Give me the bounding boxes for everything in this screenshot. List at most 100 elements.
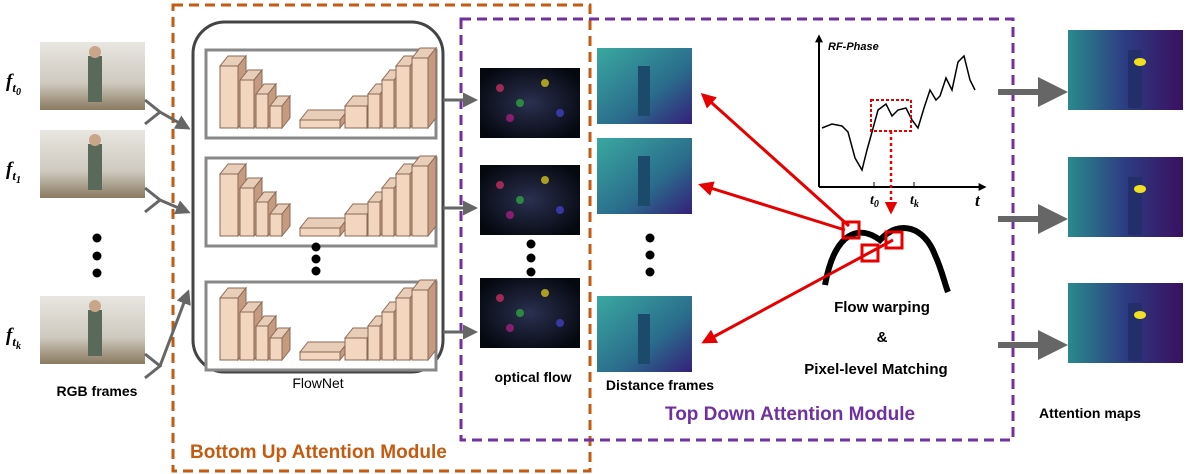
- path: [821, 54, 976, 172]
- ellipsis-dot: [645, 250, 655, 260]
- matching: Flow warping & Pixel-level Matching: [698, 92, 951, 378]
- flow-blob: [541, 176, 549, 184]
- rect: [860, 243, 880, 263]
- t: t: [910, 193, 915, 208]
- flow-image: [480, 165, 580, 235]
- label: FlowNet: [292, 375, 343, 391]
- layer: [239, 187, 255, 237]
- layer: [269, 213, 283, 237]
- flow-blob: [556, 319, 564, 327]
- ellipsis-dot: [526, 239, 536, 249]
- flownet: FlowNet: [191, 20, 478, 391]
- person: [638, 156, 650, 206]
- module-label: Top Down Attention Module: [665, 404, 915, 425]
- attention-image: [1068, 157, 1183, 237]
- layer: [381, 79, 395, 129]
- sub: 0: [874, 199, 879, 210]
- person: [89, 46, 101, 58]
- rect: [459, 17, 1015, 442]
- axis-label: t: [975, 191, 981, 210]
- ellipsis-dot: [645, 233, 655, 243]
- layer: [395, 173, 411, 237]
- attention-spot: [1134, 311, 1146, 319]
- layer: [269, 105, 283, 129]
- plot-title: RF-Phase: [828, 41, 879, 53]
- distance-frames: Distance frames: [597, 48, 714, 393]
- flow-blob: [506, 324, 514, 332]
- flow-blob: [516, 196, 524, 204]
- label: optical flow: [495, 369, 572, 385]
- matching-text: Pixel-level Matching: [804, 361, 947, 378]
- person: [638, 66, 650, 116]
- label: Distance frames: [606, 377, 714, 393]
- flow-blob: [516, 99, 524, 107]
- tick-label: t0: [870, 193, 879, 210]
- f: f: [6, 71, 14, 92]
- flow-blob: [506, 211, 514, 219]
- rf-phase-plot: RF-Phase t0 tk t: [815, 34, 987, 215]
- ellipsis-dot: [311, 266, 321, 276]
- layer: [269, 337, 283, 361]
- person: [638, 314, 650, 364]
- layer: [239, 79, 255, 129]
- layer: [299, 119, 341, 129]
- layer: [381, 187, 395, 237]
- layer: [367, 201, 381, 237]
- ellipsis-dot: [311, 254, 321, 264]
- sub: k: [914, 199, 919, 210]
- sub: t: [12, 334, 16, 349]
- layer: [219, 173, 239, 237]
- person: [89, 134, 101, 146]
- flow-blob: [556, 206, 564, 214]
- layer: [367, 325, 381, 361]
- flow-blob: [496, 294, 504, 302]
- flow-blob: [541, 289, 549, 297]
- matching-text: Flow warping: [834, 299, 930, 316]
- arrow: [144, 98, 188, 128]
- f: f: [6, 159, 14, 180]
- line: [698, 181, 846, 232]
- layer: [344, 337, 368, 361]
- layer: [299, 351, 341, 361]
- label: Attention maps: [1039, 405, 1141, 421]
- attention-image: [1068, 283, 1183, 363]
- flow-image: [480, 68, 580, 138]
- attention-spot: [1134, 185, 1146, 193]
- sub: t: [12, 80, 16, 95]
- ellipsis-dot: [645, 267, 655, 277]
- layer: [381, 311, 395, 361]
- layer: [411, 165, 429, 237]
- layer: [299, 227, 341, 237]
- person: [88, 56, 102, 102]
- flow-blob: [556, 109, 564, 117]
- layer: [411, 57, 429, 129]
- flow-blob: [506, 114, 514, 122]
- line: [701, 238, 894, 344]
- layer: [395, 65, 411, 129]
- layer: [255, 201, 269, 237]
- flow-blob: [516, 309, 524, 317]
- ellipsis-dot: [92, 251, 102, 261]
- layer: [367, 93, 381, 129]
- line: [700, 92, 851, 228]
- attention-spot: [1134, 58, 1146, 66]
- ellipsis-dot: [92, 268, 102, 278]
- module-boxes: Bottom Up Attention Module Top Down Atte…: [171, 3, 1015, 473]
- arrow: [144, 292, 188, 380]
- attention-maps: Attention maps: [998, 30, 1183, 421]
- layer: [255, 93, 269, 129]
- layer: [219, 65, 239, 129]
- matching-text: &: [877, 329, 888, 346]
- layer: [255, 325, 269, 361]
- rect: [171, 3, 592, 473]
- label: RGB frames: [57, 383, 138, 399]
- frame-label: ft0: [6, 71, 21, 98]
- subsub: 1: [16, 175, 21, 186]
- person: [88, 144, 102, 190]
- layer: [239, 311, 255, 361]
- layer: [427, 154, 437, 238]
- ellipsis-dot: [92, 233, 102, 243]
- layer: [427, 278, 437, 362]
